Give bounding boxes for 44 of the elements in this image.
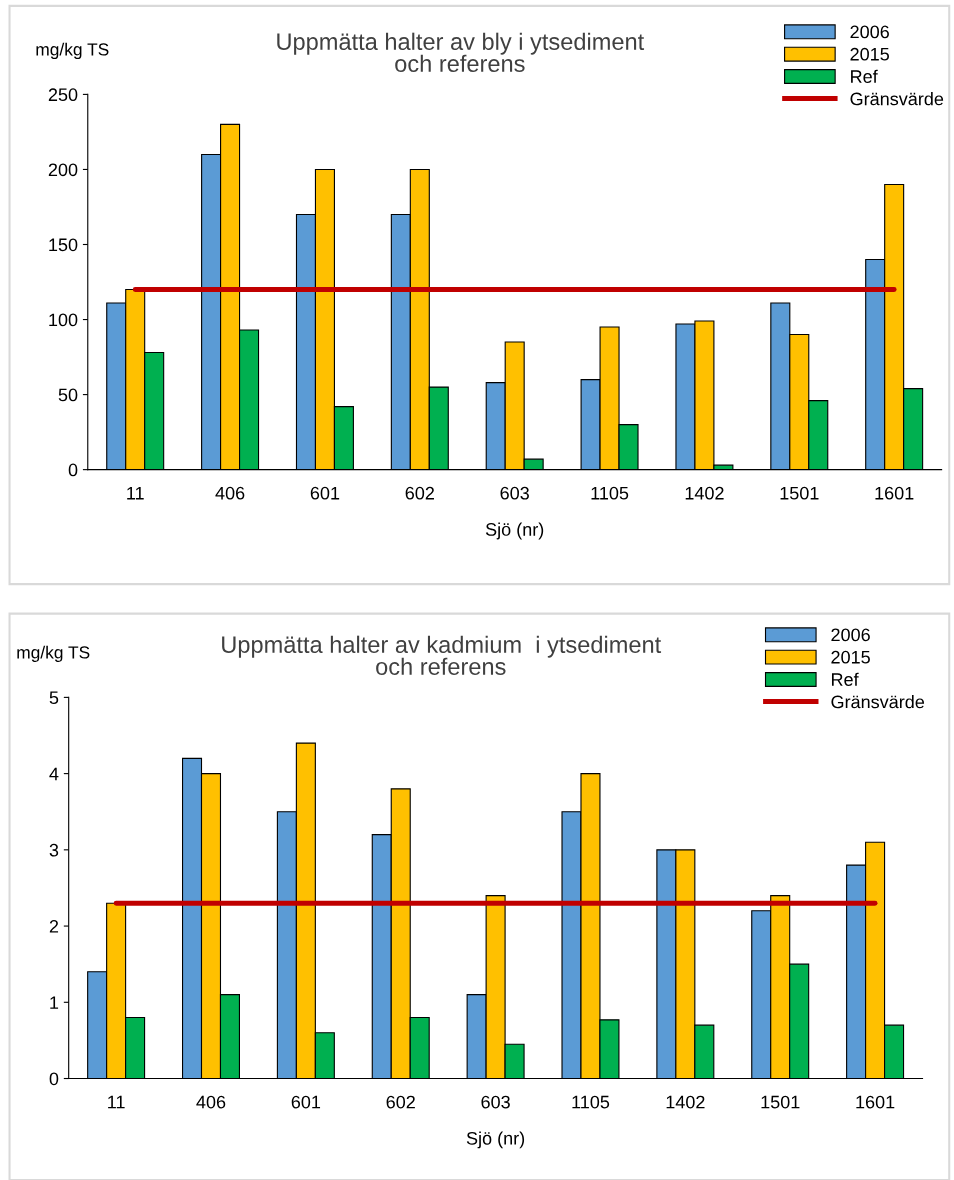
y-tick-label: 3	[49, 843, 59, 857]
x-tick-label: 1501	[761, 1095, 800, 1109]
x-axis-title: Sjö (nr)	[485, 522, 544, 540]
x-tick-label: 602	[386, 1095, 415, 1109]
legend-label: Ref	[851, 69, 878, 83]
legend-label: 2006	[850, 25, 889, 39]
x-tick-label: 11	[127, 486, 144, 500]
x-tick-label: 1601	[856, 1095, 895, 1109]
x-tick-label: 406	[215, 486, 245, 500]
y-tick-label: 250	[48, 88, 78, 102]
y-tick-label: 200	[48, 163, 78, 177]
chart-title: Uppmätta halter av bly i ytsediment och referens	[277, 32, 645, 73]
y-tick-label: 5	[49, 691, 59, 705]
x-tick-label: 11	[108, 1095, 125, 1109]
y-tick-label: 100	[49, 313, 78, 327]
y-tick-label: 0	[68, 463, 78, 477]
y-axis-title: mg/kg TS	[36, 42, 109, 59]
x-axis-title: Sjö (nr)	[466, 1131, 525, 1149]
x-tick-label: 406	[196, 1095, 226, 1109]
x-tick-label: 1501	[780, 486, 819, 500]
y-tick-label: 0	[49, 1072, 59, 1086]
y-tick-label: 150	[49, 238, 78, 252]
x-tick-label: 603	[500, 486, 529, 500]
y-tick-label: 4	[49, 767, 59, 781]
x-tick-label: 1402	[666, 1095, 705, 1109]
x-tick-label: 1402	[685, 486, 724, 500]
chart-title: Uppmätta halter av kadmium i ytsediment och referens	[222, 635, 662, 676]
y-tick-label: 2	[49, 920, 59, 933]
y-tick-label: 50	[58, 388, 78, 402]
legend-label: 2015	[831, 650, 870, 664]
legend-label: Gränsvärde	[850, 92, 944, 106]
y-axis-title: mg/kg TS	[17, 645, 90, 662]
y-tick-label: 1	[50, 996, 59, 1009]
x-tick-label: 603	[481, 1095, 510, 1109]
x-tick-label: 1105	[572, 1095, 610, 1109]
legend-label: 2006	[831, 628, 870, 642]
x-tick-label: 1601	[875, 486, 914, 500]
x-tick-label: 1105	[591, 486, 629, 500]
x-tick-label: 601	[291, 1095, 321, 1109]
x-tick-label: 601	[310, 486, 340, 500]
x-tick-label: 602	[405, 486, 434, 500]
legend-label: 2015	[850, 47, 889, 61]
legend-label: Gränsvärde	[831, 695, 925, 709]
legend-label: Ref	[831, 672, 859, 686]
